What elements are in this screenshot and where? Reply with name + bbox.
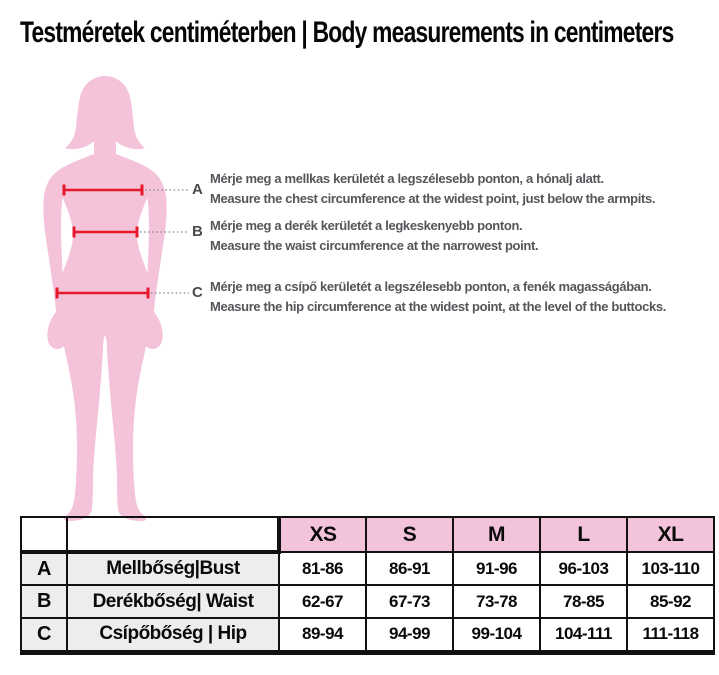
table-row-waist: B Derékbőség| Waist 62-67 67-73 73-78 78… <box>20 584 715 619</box>
instruction-waist-hu: Mérje meg a derék kerületét a legkeskeny… <box>210 218 523 233</box>
waist-xl: 85-92 <box>626 584 715 619</box>
row-key-b: B <box>20 584 68 619</box>
row-key-c: C <box>20 617 68 655</box>
size-col-xs: XS <box>277 516 367 553</box>
waist-xs: 62-67 <box>278 584 367 619</box>
size-table: XS S M L XL A Mellbőség|Bust 81-86 86-91… <box>20 516 715 655</box>
row-label-hip: Csípőbőség | Hip <box>66 617 280 655</box>
row-key-a: A <box>20 550 68 586</box>
bust-s: 86-91 <box>365 551 454 586</box>
hip-l: 104-111 <box>539 617 628 655</box>
waist-measure-line <box>72 226 139 238</box>
size-col-xl: XL <box>626 516 715 553</box>
row-label-bust: Mellbőség|Bust <box>66 550 280 586</box>
point-label-a: A <box>192 181 203 198</box>
waist-s: 67-73 <box>365 584 454 619</box>
table-row-hip: C Csípőbőség | Hip 89-94 94-99 99-104 10… <box>20 617 715 655</box>
instruction-bust-hu: Mérje meg a mellkas kerületét a legszéle… <box>210 171 604 186</box>
row-label-waist: Derékbőség| Waist <box>66 584 280 619</box>
size-table-header-row: XS S M L XL <box>20 516 715 553</box>
right-arm-shape <box>141 166 167 349</box>
table-row-bust: A Mellbőség|Bust 81-86 86-91 91-96 96-10… <box>20 550 715 586</box>
header-spacer <box>66 516 280 553</box>
bust-l: 96-103 <box>539 551 628 586</box>
left-arm-shape <box>43 166 69 349</box>
female-body-silhouette <box>43 76 167 521</box>
torso-legs-shape <box>55 126 155 521</box>
bust-m: 91-96 <box>452 551 541 586</box>
size-col-s: S <box>365 516 454 553</box>
header-spacer <box>20 516 68 553</box>
page-title: Testméretek centiméterben | Body measure… <box>20 16 674 49</box>
hip-s: 94-99 <box>365 617 454 655</box>
hip-measure-line <box>55 287 150 299</box>
instruction-hip-en: Measure the hip circumference at the wid… <box>210 299 666 314</box>
instruction-waist: Mérje meg a derék kerületét a legkeskeny… <box>210 216 539 256</box>
point-label-c: C <box>192 284 203 301</box>
instruction-bust-en: Measure the chest circumference at the w… <box>210 191 656 206</box>
hip-m: 99-104 <box>452 617 541 655</box>
bust-measure-line <box>62 184 144 196</box>
instruction-hip-hu: Mérje meg a csípő kerületét a legszélese… <box>210 279 652 294</box>
size-col-m: M <box>452 516 541 553</box>
head-shape <box>65 76 145 150</box>
point-label-b: B <box>192 223 203 240</box>
hip-xl: 111-118 <box>626 617 715 655</box>
waist-m: 73-78 <box>452 584 541 619</box>
hip-xs: 89-94 <box>278 617 367 655</box>
instruction-hip: Mérje meg a csípő kerületét a legszélese… <box>210 277 666 317</box>
size-col-l: L <box>539 516 628 553</box>
instruction-bust: Mérje meg a mellkas kerületét a legszéle… <box>210 169 655 209</box>
bust-xs: 81-86 <box>278 551 367 586</box>
waist-l: 78-85 <box>539 584 628 619</box>
instruction-waist-en: Measure the waist circumference at the n… <box>210 238 539 253</box>
bust-xl: 103-110 <box>626 551 715 586</box>
dotted-connector-lines <box>140 189 189 294</box>
